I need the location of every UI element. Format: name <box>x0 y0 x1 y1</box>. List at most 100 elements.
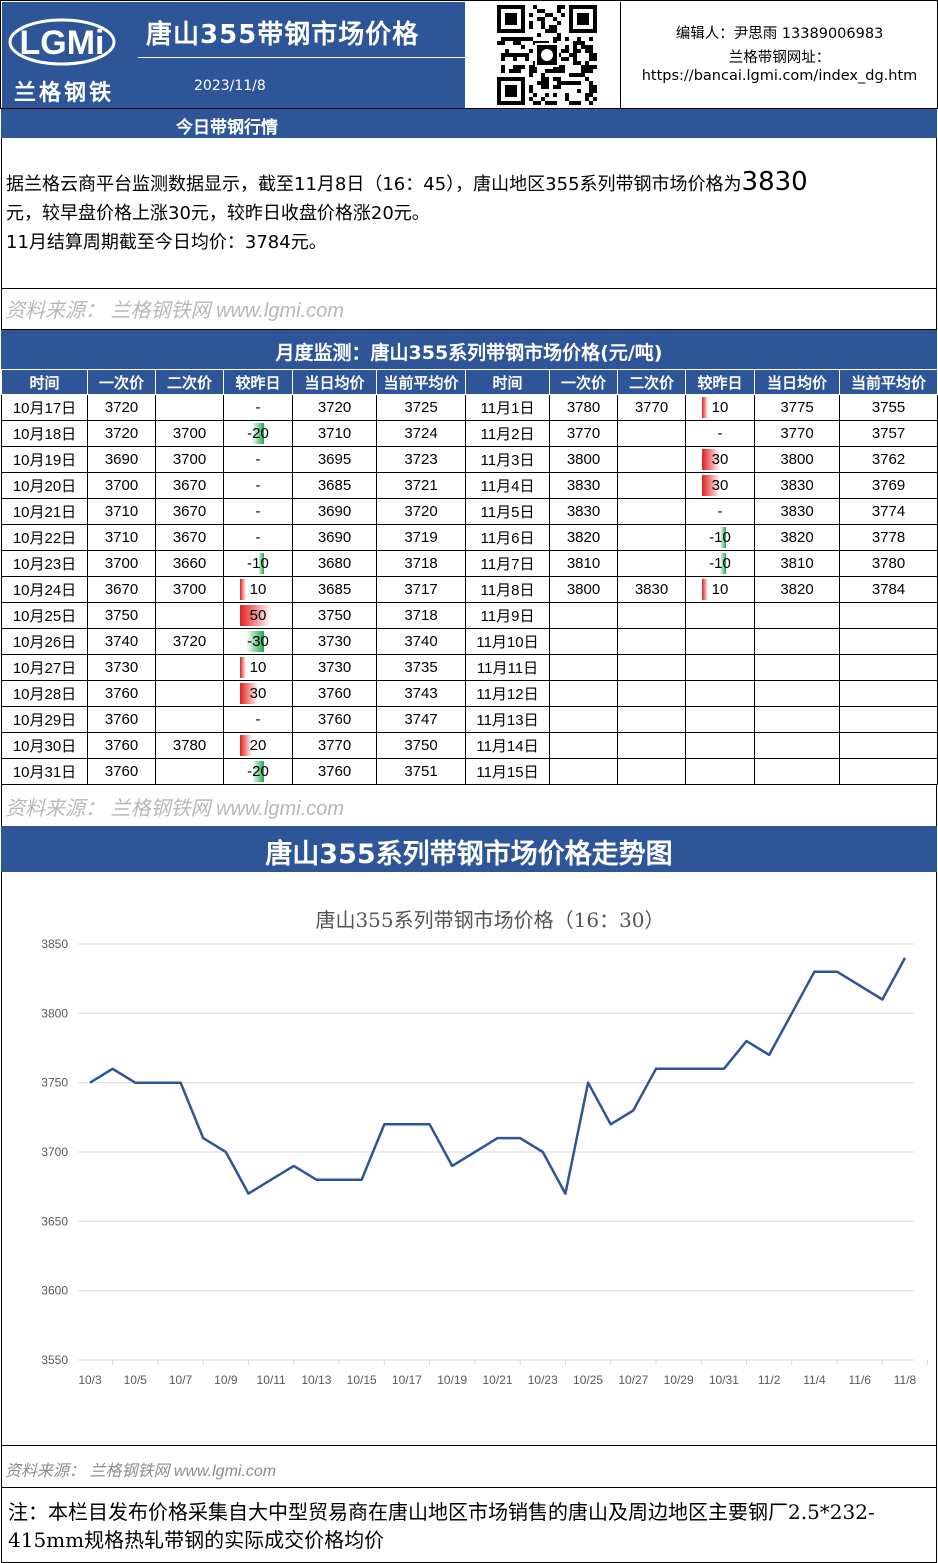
price-cell <box>617 654 686 681</box>
change-bar-up <box>240 683 259 704</box>
qr-code-icon <box>497 5 597 106</box>
date-cell: 10月29日 <box>1 706 88 733</box>
editor-info: 编辑人：尹思雨 13389006983 兰格带钢网址： https://banc… <box>620 2 938 108</box>
date-cell: 10月23日 <box>1 550 88 577</box>
table-row: 10月25日 3750 50 3750 3718 11月9日 <box>1 602 938 629</box>
change-cell: -10 <box>223 550 293 577</box>
price-cell: 3720 <box>376 498 466 525</box>
price-cell: 3760 <box>87 706 156 733</box>
price-cell: 3700 <box>87 550 156 577</box>
table-row: 10月29日 3760-3760 3747 11月13日 <box>1 706 938 733</box>
site-label: 兰格带钢网址： <box>728 50 831 66</box>
price-cell: 3690 <box>292 498 377 525</box>
price-cell: 3760 <box>292 758 377 785</box>
price-cell: 3784 <box>839 576 938 603</box>
table-row: 10月24日 3670 3700 10 3685 3717 11月8日 3800 3830 10 3… <box>1 576 938 603</box>
price-cell: 3769 <box>839 472 938 499</box>
price-cell: 3718 <box>376 602 466 629</box>
price-cell: 3810 <box>754 550 840 577</box>
price-cell: 3830 <box>754 472 840 499</box>
change-bar-up <box>240 735 253 756</box>
price-series-line <box>89 957 907 1195</box>
price-cell <box>754 680 840 707</box>
table-row: 10月17日 3720-3720 3725 11月1日 3780 3770 10 3775 37… <box>1 394 938 421</box>
date-cell: 10月28日 <box>1 680 88 707</box>
price-cell: 3750 <box>376 732 466 759</box>
price-cell <box>839 602 938 629</box>
price-cell: 3725 <box>376 394 466 421</box>
price-cell: 3830 <box>549 498 618 525</box>
price-cell: 3685 <box>292 576 377 603</box>
change-bar-up <box>702 579 709 600</box>
y-tick-label: 3750 <box>41 1076 68 1090</box>
change-cell: - <box>223 706 293 733</box>
site-url-link[interactable]: https://bancai.lgmi.com/index_dg.htm <box>641 68 918 84</box>
change-bar-down <box>719 553 726 574</box>
price-cell <box>754 602 840 629</box>
price-cell: 3774 <box>839 498 938 525</box>
change-cell: 30 <box>685 446 755 473</box>
price-cell: 3760 <box>292 680 377 707</box>
date-cell: 11月12日 <box>465 680 550 707</box>
price-cell: 3700 <box>155 576 224 603</box>
x-tick-label: 10/11 <box>257 1373 286 1387</box>
change-bar-down <box>257 553 264 574</box>
summary-line-1: 据兰格云商平台监测数据显示，截至11月8日（16：45），唐山地区355系列带钢… <box>6 167 808 197</box>
price-cell: 3751 <box>376 758 466 785</box>
change-cell: 20 <box>223 732 293 759</box>
x-tick-label: 10/3 <box>78 1373 102 1387</box>
price-cell: 3720 <box>87 394 156 421</box>
price-cell: 3750 <box>292 602 377 629</box>
trend-chart-svg: 唐山355系列带钢市场价格（16：30） 3550 3600 3650 3700 375… <box>41 908 929 1387</box>
price-cell: 3760 <box>87 758 156 785</box>
change-bar-up <box>240 605 271 626</box>
table-header-cell: 较昨日 <box>685 369 755 395</box>
price-cell: 3730 <box>292 654 377 681</box>
price-cell: 3757 <box>839 420 938 447</box>
x-tick-label: 11/4 <box>803 1373 826 1387</box>
table-header-cell: 二次价 <box>155 369 224 395</box>
price-cell <box>549 654 618 681</box>
x-tick-label: 10/5 <box>124 1373 148 1387</box>
price-cell: 3750 <box>87 602 156 629</box>
price-cell: 3724 <box>376 420 466 447</box>
table-row: 10月21日 3710 3670-3690 3720 11月5日 3830-3830 377… <box>1 498 938 525</box>
x-tick-label: 10/17 <box>392 1373 422 1387</box>
price-cell <box>617 498 686 525</box>
price-cell <box>617 472 686 499</box>
date-cell: 11月6日 <box>465 524 550 551</box>
table-row: 10月27日 3730 10 3730 3735 11月11日 <box>1 654 938 681</box>
price-cell: 3770 <box>617 394 686 421</box>
change-cell: - <box>685 420 755 447</box>
table-header-cell: 时间 <box>465 369 550 395</box>
change-cell: -20 <box>223 758 293 785</box>
price-cell <box>617 680 686 707</box>
price-cell: 3747 <box>376 706 466 733</box>
price-cell: 3770 <box>754 420 840 447</box>
change-bar-up <box>240 657 247 678</box>
table-header-row: 时间 一次价 二次价 较昨日 当日均价 当前平均价 时间 一次价 二次价 较昨日 当日均价 当前平均价 <box>1 369 938 395</box>
price-cell <box>839 706 938 733</box>
change-cell <box>685 706 755 733</box>
price-cell <box>155 758 224 785</box>
table-row: 10月20日 3700 3670-3685 3721 11月4日 3830 30 3830 37… <box>1 472 938 499</box>
y-tick-label: 3550 <box>41 1353 68 1367</box>
price-cell <box>549 706 618 733</box>
change-cell <box>685 654 755 681</box>
table-row: 10月31日 3760 -20 3760 3751 11月15日 <box>1 758 938 785</box>
svg-text:LGMi: LGMi <box>20 24 105 62</box>
date-cell: 10月22日 <box>1 524 88 551</box>
price-cell: 3820 <box>754 576 840 603</box>
price-cell <box>617 732 686 759</box>
change-cell: 50 <box>223 602 293 629</box>
price-cell <box>617 706 686 733</box>
change-cell: -10 <box>685 524 755 551</box>
x-tick-label: 11/2 <box>758 1373 781 1387</box>
source-row-1 <box>1 288 937 329</box>
y-tick-label: 3700 <box>41 1145 68 1159</box>
table-header-cell: 较昨日 <box>223 369 293 395</box>
trend-chart: 唐山355系列带钢市场价格（16：30） 3550 3600 3650 3700 375… <box>1 872 937 1445</box>
price-cell: 3670 <box>87 576 156 603</box>
change-cell: - <box>685 498 755 525</box>
price-cell <box>155 706 224 733</box>
